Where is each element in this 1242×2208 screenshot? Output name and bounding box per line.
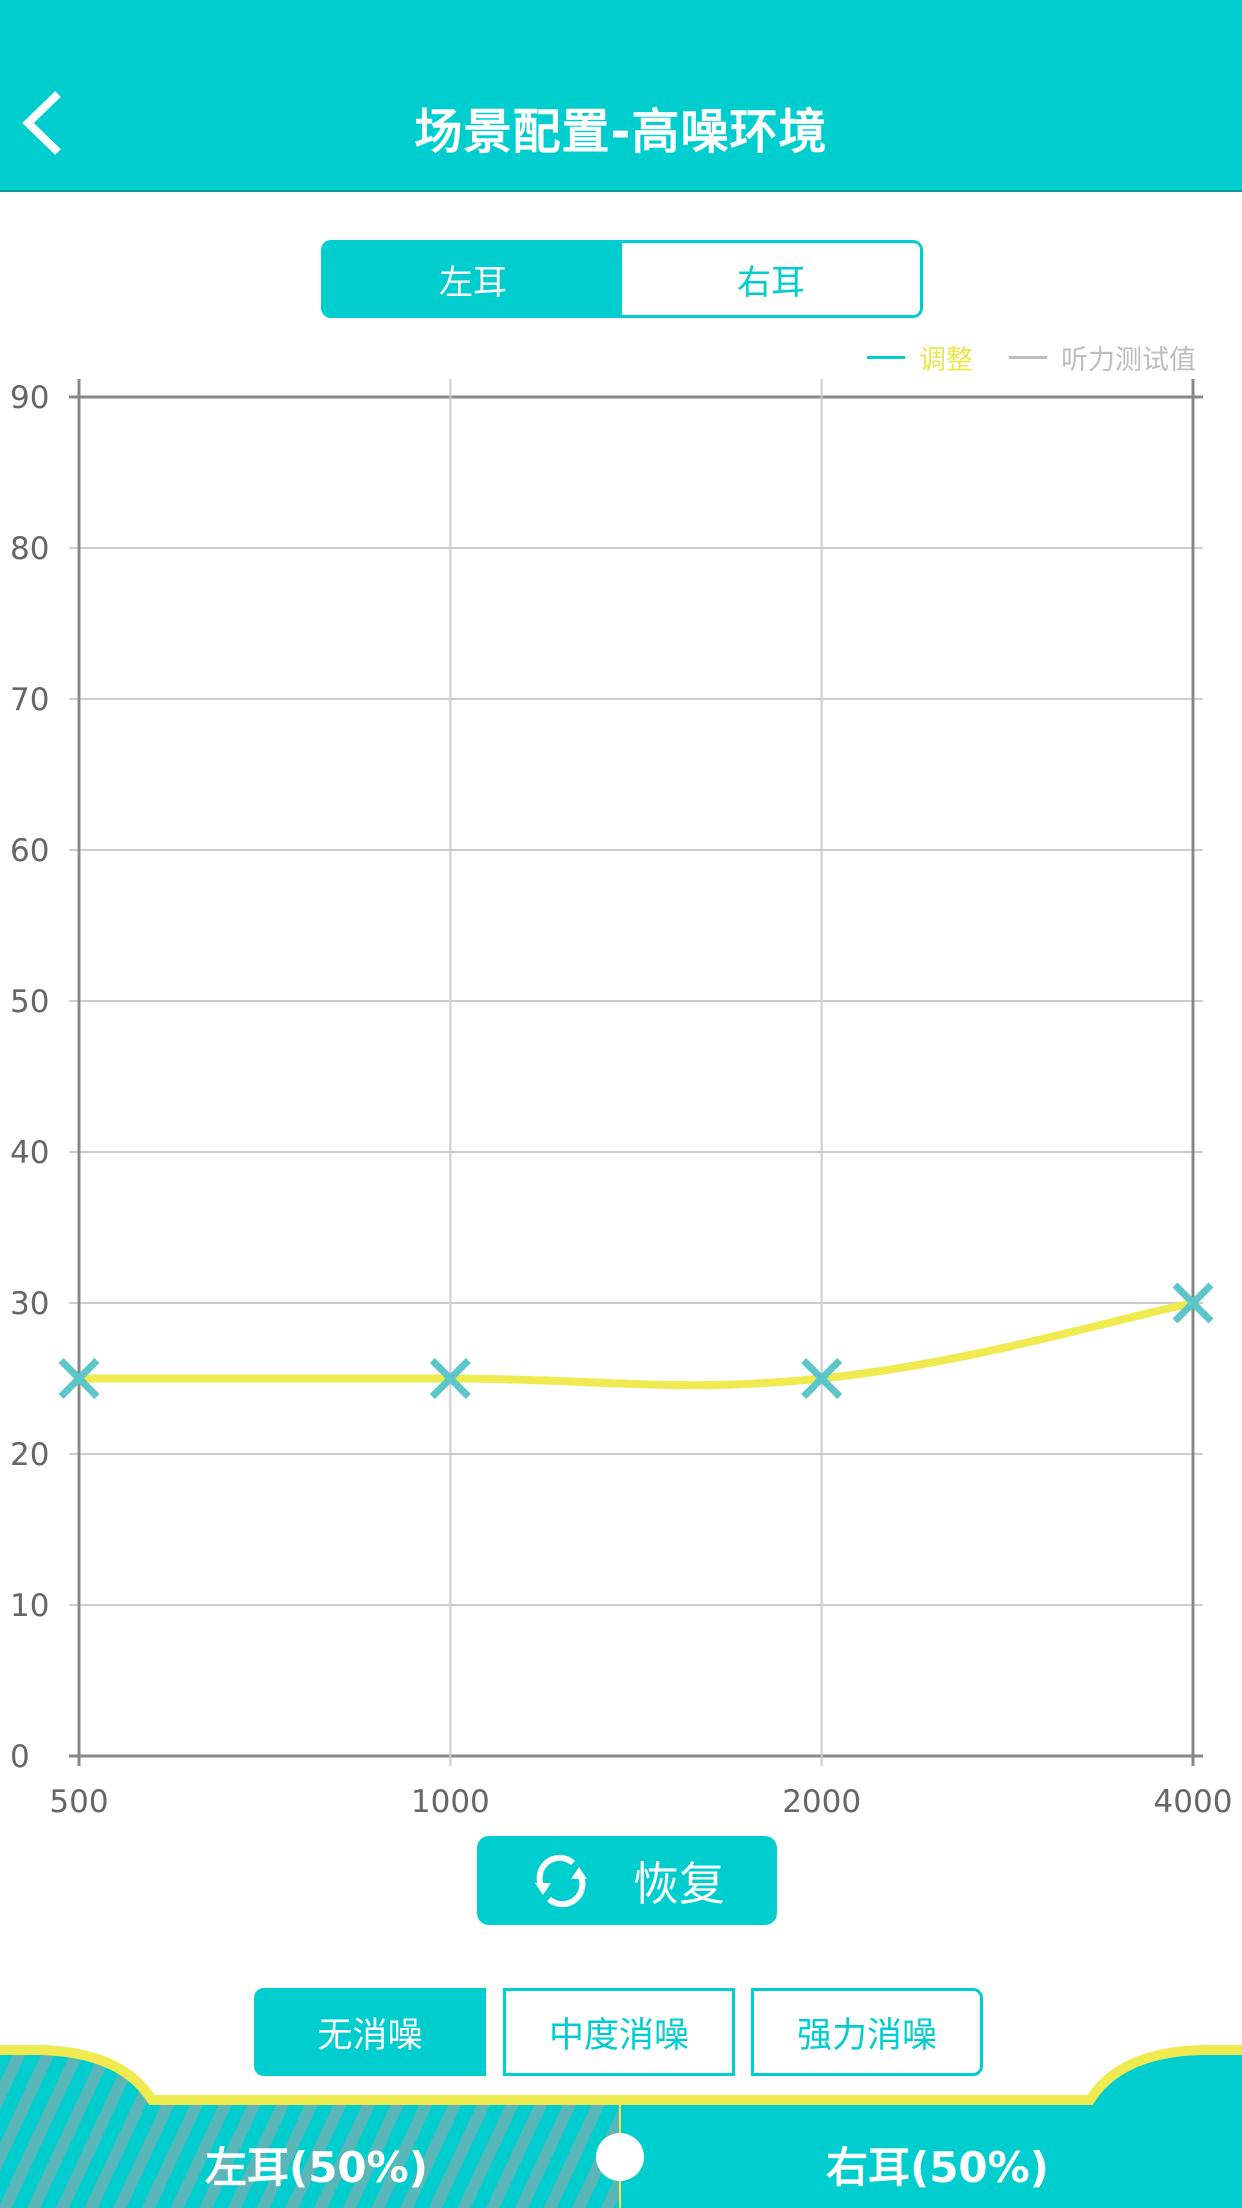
y-tick-label: 10 (10, 1588, 49, 1624)
y-tick-label: 80 (10, 531, 49, 567)
left-ear-balance-label: 左耳(50%) (205, 2143, 428, 2192)
x-tick-label: 1000 (411, 1784, 490, 1820)
app-header: 场景配置-高噪环境 (0, 0, 1242, 192)
y-tick-label: 50 (10, 984, 49, 1020)
page-title: 场景配置-高噪环境 (414, 104, 828, 160)
y-tick-label: 60 (10, 833, 49, 869)
y-tick-label: 20 (10, 1437, 49, 1473)
refresh-icon (535, 1854, 587, 1907)
y-tick-label: 90 (10, 380, 49, 416)
chart-legend: 调整 听力测试值 (867, 338, 1196, 377)
balance-knob[interactable] (596, 2133, 644, 2181)
restore-button[interactable]: 恢复 (477, 1836, 777, 1925)
noise-mode-medium[interactable]: 中度消噪 (503, 1988, 735, 2076)
data-point-marker (801, 1358, 843, 1399)
x-tick-label: 500 (49, 1784, 108, 1820)
data-point-marker (58, 1358, 100, 1399)
y-tick-label: 70 (10, 682, 49, 718)
data-point-marker (1172, 1282, 1214, 1324)
restore-label: 恢复 (633, 1856, 725, 1911)
chevron-left-icon[interactable] (18, 88, 78, 158)
hearing-chart[interactable]: 0 10 20 30 40 50 60 70 80 90 500 1000 2000 4000 (0, 370, 1242, 1830)
balance-slider[interactable] (0, 2020, 1242, 2208)
tab-right-ear[interactable]: 右耳 (622, 243, 920, 315)
legend-line-test (1009, 356, 1047, 359)
ear-tabs: 左耳 右耳 (321, 240, 923, 318)
right-ear-balance-label: 右耳(50%) (826, 2143, 1049, 2192)
noise-mode-none[interactable]: 无消噪 (254, 1988, 486, 2076)
legend-line-adjust (867, 356, 905, 359)
y-tick-label: 30 (10, 1286, 49, 1322)
y-tick-label: 0 (10, 1739, 30, 1775)
noise-mode-strong[interactable]: 强力消噪 (751, 1988, 983, 2076)
legend-label-test[interactable]: 听力测试值 (1061, 345, 1196, 376)
legend-label-adjust[interactable]: 调整 (919, 345, 973, 376)
x-tick-label: 2000 (782, 1784, 861, 1820)
data-point-marker (429, 1358, 471, 1399)
balance-left-fill (0, 2054, 620, 2208)
tab-left-ear[interactable]: 左耳 (324, 243, 622, 315)
y-tick-label: 40 (10, 1135, 49, 1171)
series-line-adjust (79, 1299, 1194, 1390)
x-tick-label: 4000 (1154, 1784, 1233, 1820)
